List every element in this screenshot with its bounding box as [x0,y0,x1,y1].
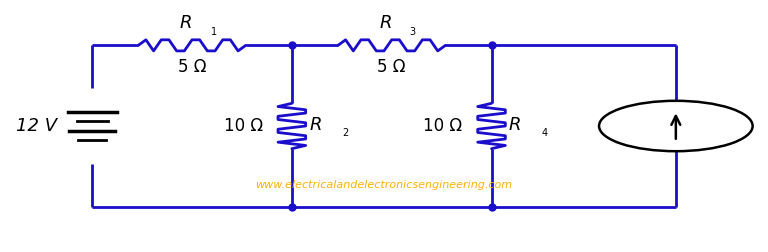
Text: 5 Ω: 5 Ω [377,58,406,76]
Text: $_2$: $_2$ [342,124,349,139]
Text: $_4$: $_4$ [541,124,549,139]
Text: 10 Ω: 10 Ω [423,117,462,135]
Text: 10 Ω: 10 Ω [223,117,263,135]
Text: $R$: $R$ [379,14,392,32]
Text: 12 V: 12 V [16,117,58,135]
Text: $R$: $R$ [180,14,192,32]
Text: 5 Ω: 5 Ω [177,58,207,76]
Text: $_3$: $_3$ [409,24,417,38]
Text: $R$: $R$ [309,116,322,134]
Text: $_1$: $_1$ [210,24,217,38]
Text: $R$: $R$ [508,116,521,134]
Text: www.electricalandelectronicsengineering.com: www.electricalandelectronicsengineering.… [256,180,512,190]
